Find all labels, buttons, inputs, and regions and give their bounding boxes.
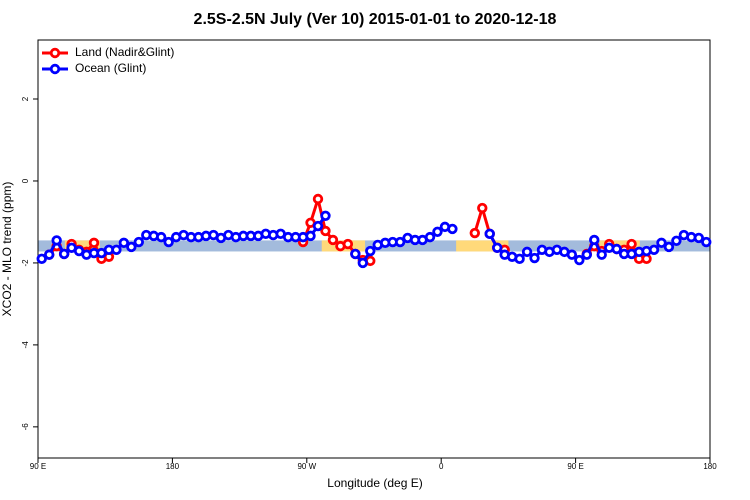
data-point [36, 253, 47, 265]
data-point [656, 237, 667, 249]
data-point [88, 237, 100, 249]
data-point [521, 246, 533, 258]
data-point [469, 227, 480, 239]
data-point [424, 231, 436, 243]
data-point [73, 245, 85, 257]
x-tick-label: 180 [166, 462, 180, 471]
x-tick-label: 180 [703, 462, 717, 471]
data-point [574, 254, 585, 266]
data-point [693, 232, 704, 244]
data-point [320, 225, 331, 237]
data-point [648, 244, 660, 256]
data-point [447, 223, 458, 235]
data-point [342, 238, 354, 250]
data-point [611, 243, 622, 255]
data-point [111, 244, 122, 256]
plot-frame [37, 39, 711, 459]
data-point [327, 234, 339, 246]
data-point [305, 230, 316, 242]
data-point [671, 235, 682, 247]
legend-label: Land (Nadir&Glint) [75, 45, 174, 59]
data-point [155, 231, 167, 243]
data-point [51, 235, 62, 246]
data-point [58, 248, 70, 260]
data-point [126, 241, 137, 253]
y-tick-label: -6 [21, 423, 30, 431]
chart-title: 2.5S-2.5N July (Ver 10) 2015-01-01 to 20… [194, 11, 557, 28]
x-tick-label: 90 E [30, 462, 46, 471]
data-point [394, 236, 406, 248]
data-point [320, 210, 331, 222]
data-point [626, 238, 637, 250]
y-tick-label: -2 [21, 259, 30, 267]
data-point [432, 226, 443, 237]
data-point [596, 249, 607, 260]
y-axis-label: XCO2 - MLO trend (ppm) [0, 182, 14, 317]
x-axis-label: Longitude (deg E) [327, 476, 422, 490]
legend-marker [49, 63, 61, 75]
data-point [357, 257, 368, 269]
data-point [566, 249, 578, 260]
data-point [44, 249, 55, 260]
data-point [118, 237, 130, 249]
surface-band [456, 240, 509, 252]
x-tick-label: 0 [439, 462, 444, 471]
data-point [133, 236, 144, 248]
series-line [301, 193, 371, 263]
data-point [529, 252, 540, 264]
data-point [701, 236, 712, 248]
data-point [163, 236, 174, 248]
data-point [312, 220, 324, 232]
x-tick-label: 90 W [297, 462, 316, 471]
data-point [350, 248, 361, 260]
y-tick-label: 2 [21, 96, 30, 101]
data-point [581, 249, 592, 260]
data-point [312, 193, 324, 205]
data-point [477, 202, 488, 214]
data-point [492, 242, 503, 253]
data-point [589, 234, 600, 246]
legend-label: Ocean (Glint) [75, 61, 146, 75]
x-tick-label: 90 E [567, 462, 583, 471]
data-point [365, 245, 376, 257]
data-point [663, 241, 675, 253]
legend-marker [49, 47, 61, 59]
y-tick-label: -4 [21, 341, 30, 349]
data-point [514, 253, 525, 265]
data-point [484, 228, 495, 240]
y-tick-label: 0 [21, 178, 30, 183]
